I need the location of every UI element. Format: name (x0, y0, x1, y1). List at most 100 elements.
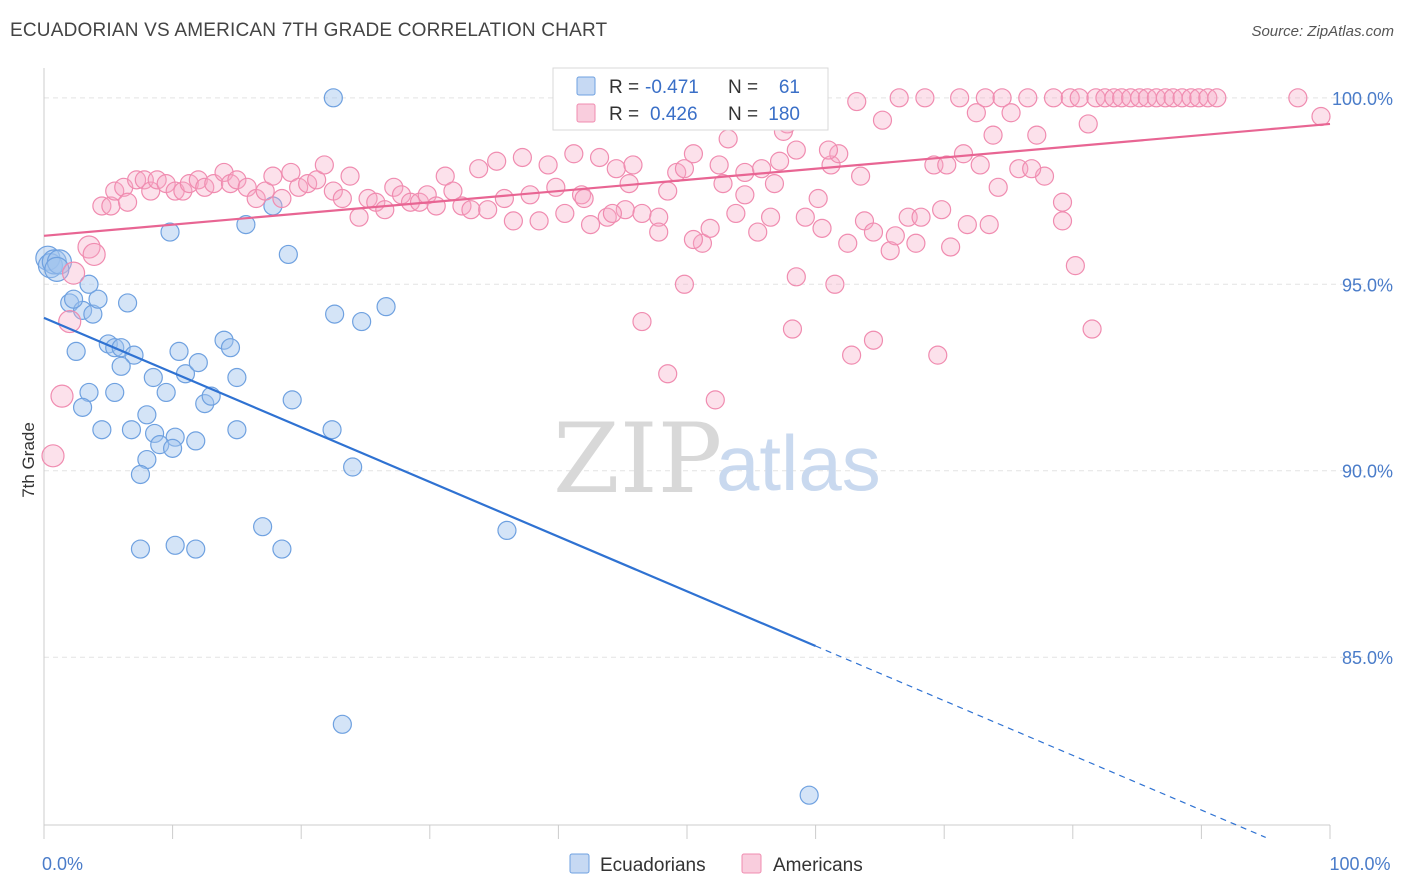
point-americans-67 (597, 207, 617, 227)
point-americans-139 (1288, 88, 1308, 108)
point-americans-152 (970, 155, 990, 175)
point-americans-28 (263, 166, 283, 186)
point-americans-169 (1022, 159, 1042, 179)
point-americans-120 (1052, 211, 1073, 231)
point-americans-66 (589, 147, 610, 168)
point-ecuadorians-57 (332, 714, 352, 734)
point-ecuadorians-41 (130, 539, 151, 559)
point-ecuadorians-55 (343, 457, 363, 477)
point-ecuadorians-4 (79, 274, 99, 294)
point-ecuadorians-9 (117, 293, 138, 313)
point-americans-79 (700, 218, 720, 238)
point-ecuadorians-39 (130, 464, 151, 485)
point-americans-143 (674, 274, 695, 294)
point-americans-90 (795, 207, 815, 227)
point-americans-92 (812, 218, 832, 238)
point-ecuadorians-7 (83, 304, 103, 324)
point-ecuadorians-26 (72, 397, 93, 417)
point-americans-108 (950, 88, 970, 108)
point-ecuadorians-19 (188, 352, 208, 373)
point-americans-166 (764, 174, 785, 194)
legend-r-label-1: R = (609, 77, 639, 98)
point-americans-151 (979, 215, 999, 235)
y-tick-label-1: 95.0% (1342, 275, 1393, 295)
point-americans-55 (494, 188, 514, 209)
point-ecuadorians-21 (220, 338, 241, 358)
point-ecuadorians-8 (88, 289, 108, 309)
point-americans-167 (808, 188, 828, 209)
bottom-legend-swatch-americans (741, 853, 762, 874)
point-americans-34 (314, 155, 334, 175)
point-americans-126 (1104, 88, 1124, 108)
point-americans-172 (851, 166, 871, 186)
point-ecuadorians-58 (799, 785, 819, 805)
point-americans-52 (469, 159, 489, 179)
point-ecuadorians-46 (160, 222, 180, 242)
x-tick-label-0: 0.0% (42, 854, 83, 874)
x-tick-label-1: 100.0% (1329, 854, 1390, 874)
bottom-legend-label-ecuadorians: Ecuadorians (600, 855, 706, 876)
point-americans-149 (863, 330, 884, 350)
point-americans-157 (885, 226, 905, 246)
point-americans-113 (992, 88, 1012, 108)
point-americans-140 (1311, 106, 1331, 127)
point-americans-171 (818, 140, 839, 160)
point-americans-62 (555, 203, 575, 224)
point-americans-174 (988, 177, 1008, 197)
bottom-legend-label-americans: Americans (773, 855, 863, 876)
point-americans-104 (915, 88, 935, 108)
legend-n-value-1: 61 (779, 77, 800, 98)
point-americans-61 (546, 177, 566, 197)
point-americans-5 (82, 242, 106, 267)
point-americans-141 (632, 311, 652, 332)
point-americans-150 (928, 345, 948, 365)
trend-lines (43, 122, 1331, 838)
point-americans-96 (847, 91, 867, 112)
point-americans-80 (709, 155, 729, 175)
point-americans-74 (658, 181, 678, 201)
point-ecuadorians-17 (169, 341, 189, 362)
legend: R = -0.471 N = 61 R = 0.426 N = 180 (552, 67, 829, 131)
point-americans-165 (748, 222, 768, 242)
point-americans-10 (117, 192, 138, 212)
point-ecuadorians-27 (137, 405, 157, 425)
point-americans-109 (957, 215, 977, 235)
legend-n-label-1: N = (728, 77, 758, 98)
watermark-zip: ZIP (553, 403, 722, 515)
point-americans-132 (1155, 88, 1175, 108)
point-americans-114 (1001, 103, 1021, 123)
y-tick-label-0: 100.0% (1332, 89, 1393, 109)
point-americans-95 (838, 233, 858, 253)
point-americans-111 (975, 88, 995, 108)
point-americans-112 (983, 125, 1003, 145)
point-ecuadorians-56 (497, 520, 517, 541)
point-ecuadorians-22 (227, 367, 247, 388)
point-americans-106 (932, 200, 952, 220)
trend-line-dashed-ecuadorians (815, 645, 1266, 838)
point-americans-159 (574, 188, 594, 209)
point-americans-100 (880, 241, 900, 261)
point-americans-60 (538, 155, 558, 175)
point-americans-116 (1018, 88, 1038, 108)
point-ecuadorians-28 (195, 394, 215, 414)
point-americans-160 (602, 203, 623, 224)
bottom-legend: Ecuadorians Americans (569, 853, 863, 876)
point-ecuadorians-31 (121, 420, 142, 440)
y-axis-title: 7th Grade (19, 422, 38, 498)
point-ecuadorians-52 (376, 297, 396, 317)
point-ecuadorians-14 (66, 341, 86, 362)
bottom-legend-swatch-ecuadorians (569, 853, 590, 874)
point-americans-3 (61, 261, 86, 285)
point-americans-70 (623, 155, 643, 175)
point-americans-81 (718, 129, 738, 149)
point-americans-142 (658, 364, 678, 384)
point-ecuadorians-54 (322, 420, 342, 440)
point-ecuadorians-35 (227, 420, 247, 440)
point-americans-73 (649, 207, 669, 227)
point-americans-168 (953, 144, 974, 164)
legend-swatch-ecuadorians (576, 76, 596, 96)
point-americans-129 (1130, 88, 1150, 108)
trend-line-americans (43, 122, 1331, 237)
axes: 100.0% 95.0% 90.0% 85.0% 0.0% 100.0% (42, 68, 1393, 874)
